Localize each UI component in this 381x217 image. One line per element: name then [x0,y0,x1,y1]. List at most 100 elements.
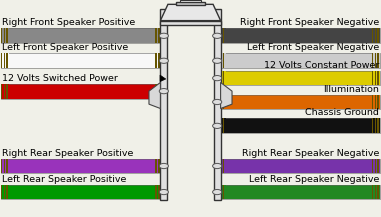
Circle shape [213,123,222,128]
Bar [1,53,164,68]
Bar [373,159,375,173]
Bar [373,95,375,109]
Bar [373,71,375,85]
Bar [162,28,164,43]
Text: 12 Volts Constant Power: 12 Volts Constant Power [264,61,379,70]
Bar [158,159,160,173]
Bar [5,185,6,199]
Bar [220,185,221,199]
Bar [219,159,220,173]
Bar [378,28,379,43]
Bar [376,28,378,43]
Bar [217,185,380,199]
Bar [378,185,379,199]
Bar [160,28,161,43]
Bar [220,95,221,109]
Bar [379,159,380,173]
Bar [1,84,2,99]
Bar [160,159,161,173]
Bar [214,9,221,200]
Bar [379,95,380,109]
Bar [1,185,164,199]
Bar [223,53,224,68]
Bar [2,185,3,199]
Bar [224,159,226,173]
Bar [161,185,162,199]
Bar [219,71,220,85]
Bar [220,118,221,133]
Bar [155,28,157,43]
Bar [158,53,160,68]
Bar [217,53,380,68]
Bar [220,53,221,68]
Bar [1,28,164,43]
Bar [180,0,201,2]
Bar [1,28,2,43]
Bar [217,71,380,85]
Circle shape [213,99,222,105]
Bar [224,53,226,68]
Bar [223,118,224,133]
Bar [157,84,158,99]
Bar [221,28,223,43]
Bar [217,95,380,109]
Bar [161,84,162,99]
Text: 12 Volts Switched Power: 12 Volts Switched Power [2,74,118,83]
Bar [2,53,3,68]
Bar [8,185,9,199]
Bar [217,95,380,109]
Bar [219,53,220,68]
Bar [217,159,380,173]
Text: Chassis Ground: Chassis Ground [305,108,379,117]
Bar [378,53,379,68]
Bar [8,53,9,68]
Bar [372,28,373,43]
Bar [223,95,224,109]
Bar [162,84,164,99]
Bar [224,71,226,85]
Bar [223,71,224,85]
Bar [217,28,380,43]
Bar [8,159,9,173]
Bar [155,84,157,99]
Bar [1,84,164,99]
Bar [1,159,2,173]
Circle shape [159,58,168,63]
Bar [157,185,158,199]
Circle shape [159,89,168,94]
Bar [221,185,223,199]
Bar [219,95,220,109]
Text: Right Rear Speaker Positive: Right Rear Speaker Positive [2,149,133,158]
Bar [162,159,164,173]
Bar [373,185,375,199]
Bar [376,185,378,199]
Bar [375,95,376,109]
Bar [160,185,161,199]
Text: Right Front Speaker Positive: Right Front Speaker Positive [2,18,135,27]
Bar [1,53,164,68]
Bar [217,185,219,199]
Bar [224,28,226,43]
Bar [224,95,226,109]
Bar [6,28,8,43]
Bar [375,185,376,199]
Bar [376,159,378,173]
Bar [379,53,380,68]
Bar [162,185,164,199]
Bar [376,118,378,133]
Bar [217,95,219,109]
Bar [8,28,9,43]
Bar [221,159,223,173]
Bar [376,71,378,85]
Bar [220,71,221,85]
Bar [3,159,5,173]
Bar [6,159,8,173]
Bar [378,118,379,133]
Bar [219,185,220,199]
Bar [1,185,164,199]
Bar [5,84,6,99]
Bar [372,185,373,199]
Polygon shape [149,82,160,108]
Bar [158,185,160,199]
Bar [372,53,373,68]
